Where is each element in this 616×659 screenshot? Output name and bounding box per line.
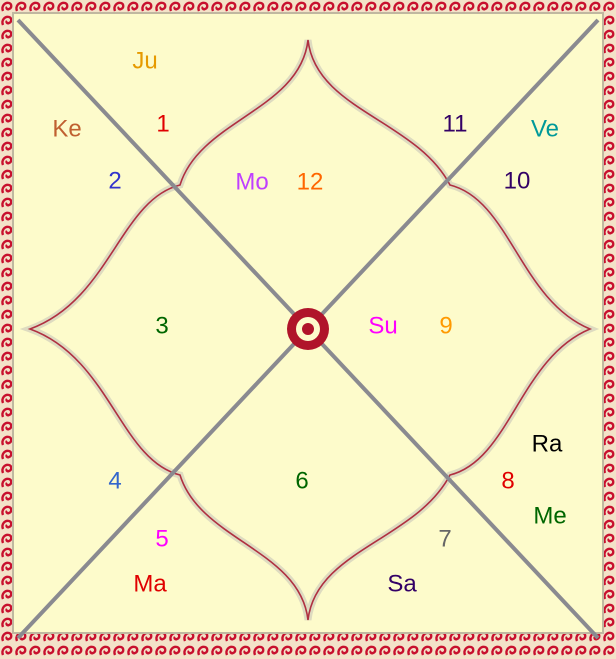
planet: Ke: [52, 115, 81, 142]
planet: Ra: [532, 430, 563, 457]
planet: Ve: [531, 115, 559, 142]
sign-number: 10: [504, 167, 531, 194]
sign-number: 4: [108, 467, 121, 494]
planet: Su: [368, 312, 397, 339]
sign-number: 8: [501, 467, 514, 494]
planet: Me: [533, 502, 566, 529]
sign-number: 11: [443, 110, 468, 137]
sign-number: 6: [295, 467, 308, 494]
sign-number: 1: [156, 110, 169, 137]
sign-number: 9: [439, 312, 452, 339]
sign-number: 7: [438, 525, 451, 552]
sign-number: 12: [297, 168, 324, 195]
planet: Mo: [235, 168, 268, 195]
planet: Ma: [133, 570, 167, 597]
planet: Sa: [387, 570, 417, 597]
sign-number: 5: [155, 525, 168, 552]
birth-chart: Ju 1 Ke 2 Mo 12 11 Ve 10 3 Su 9 Ra 8 Me …: [0, 0, 616, 659]
sign-number: 3: [155, 312, 168, 339]
planet: Ju: [132, 47, 157, 74]
center-rosette: [287, 308, 329, 350]
sign-number: 2: [108, 167, 121, 194]
